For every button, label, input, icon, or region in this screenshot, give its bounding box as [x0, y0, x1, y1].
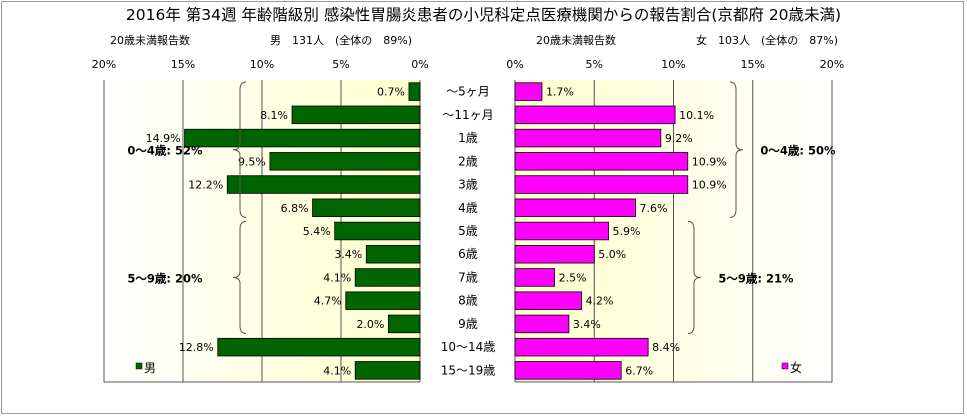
right-group-label: 5～9歳: 21% [718, 271, 794, 285]
left-bar [354, 268, 421, 287]
left-bar [408, 82, 421, 101]
left-data-label: 6.8% [281, 202, 309, 215]
right-legend-swatch [781, 362, 789, 370]
category-label: ～11ヶ月 [442, 108, 493, 122]
right-tick-label: 5% [586, 58, 603, 71]
right-tick-label: 20% [820, 58, 844, 71]
right-bar [514, 361, 622, 380]
left-tick-label: 15% [171, 58, 195, 71]
left-data-label: 4.1% [323, 271, 351, 284]
right-bar [514, 291, 582, 310]
left-bar [184, 128, 421, 148]
left-bar [387, 314, 421, 334]
right-tick-label: 15% [741, 58, 765, 71]
left-data-label: 5.4% [303, 225, 331, 238]
left-bar [217, 337, 421, 357]
left-bar [312, 198, 421, 217]
right-data-label: 2.5% [559, 271, 587, 284]
left-group-label: 5～9歳: 20% [127, 271, 203, 285]
right-data-label: 4.2% [586, 295, 614, 308]
right-bar [514, 128, 662, 148]
category-label: 15～19歳 [441, 363, 496, 377]
right-data-label: 1.7% [546, 86, 574, 99]
left-tick-label: 10% [250, 58, 274, 71]
right-data-label: 10.9% [692, 179, 727, 192]
category-label: 4歳 [458, 201, 478, 215]
category-label: 10～14歳 [441, 340, 496, 354]
left-group-brace [232, 220, 247, 335]
right-group-brace [687, 220, 702, 335]
right-bar [514, 268, 556, 287]
left-bar [365, 245, 421, 264]
left-tick-label: 20% [92, 58, 116, 71]
right-data-label: 5.9% [613, 225, 641, 238]
right-bar [514, 337, 649, 357]
right-data-label: 8.4% [652, 341, 680, 354]
category-label: 1歳 [458, 131, 478, 145]
right-data-label: 3.4% [573, 318, 601, 331]
category-label: 8歳 [458, 294, 478, 308]
left-tick-label: 5% [332, 58, 349, 71]
left-data-label: 8.1% [260, 109, 288, 122]
category-label: 7歳 [458, 270, 478, 284]
left-header-label: 20歳未満報告数 [110, 34, 190, 47]
right-legend-label: 女 [790, 360, 802, 375]
left-bar [334, 221, 421, 241]
right-bar [514, 245, 595, 264]
left-bar [291, 105, 421, 125]
right-data-label: 7.6% [639, 202, 667, 215]
left-data-label: 4.7% [314, 295, 342, 308]
chart-title: 2016年 第34週 年齢階級別 感染性胃腸炎患者の小児科定点医療機関からの報告… [125, 6, 842, 24]
right-tick-label: 0% [506, 58, 523, 71]
left-data-label: 2.0% [356, 318, 384, 331]
left-tick-label: 0% [411, 58, 428, 71]
left-bar [354, 361, 421, 380]
left-data-label: 3.4% [334, 248, 362, 261]
right-data-label: 10.1% [679, 109, 714, 122]
left-data-label: 0.7% [377, 86, 405, 99]
category-label: 9歳 [458, 317, 478, 331]
left-data-label: 9.5% [238, 155, 266, 168]
right-bar [514, 175, 689, 194]
right-bar [514, 152, 689, 171]
right-tick-label: 10% [661, 58, 685, 71]
right-bar [514, 198, 636, 217]
right-group-brace [729, 81, 744, 218]
left-bar [269, 152, 421, 171]
right-data-label: 5.0% [598, 248, 626, 261]
right-bar [514, 82, 543, 101]
right-group-label: 0～4歳: 50% [760, 144, 836, 158]
left-group-label: 0～4歳: 52% [127, 144, 203, 158]
left-bar [345, 291, 421, 310]
right-bar [514, 105, 676, 125]
right-data-label: 9.2% [665, 132, 693, 145]
category-label: 2歳 [458, 154, 478, 168]
left-header-value: 男 131人 (全体の 89%) [270, 33, 412, 47]
right-data-label: 6.7% [625, 364, 653, 377]
right-header-label: 20歳未満報告数 [536, 34, 616, 47]
category-label: 6歳 [458, 247, 478, 261]
left-legend-swatch [135, 362, 143, 370]
left-legend-label: 男 [144, 361, 156, 375]
left-data-label: 4.1% [323, 364, 351, 377]
category-label: 5歳 [458, 224, 478, 238]
left-bar [226, 175, 421, 194]
left-data-label: 14.9% [146, 132, 181, 145]
right-bar [514, 314, 570, 334]
category-label: ～5ヶ月 [446, 85, 490, 99]
right-header-value: 女 103人 (全体の 87%) [696, 33, 838, 47]
left-group-brace [232, 81, 247, 218]
right-data-label: 10.9% [692, 155, 727, 168]
category-label: 3歳 [458, 178, 478, 192]
left-data-label: 12.2% [188, 179, 223, 192]
left-data-label: 12.8% [179, 341, 214, 354]
right-bar [514, 221, 609, 241]
